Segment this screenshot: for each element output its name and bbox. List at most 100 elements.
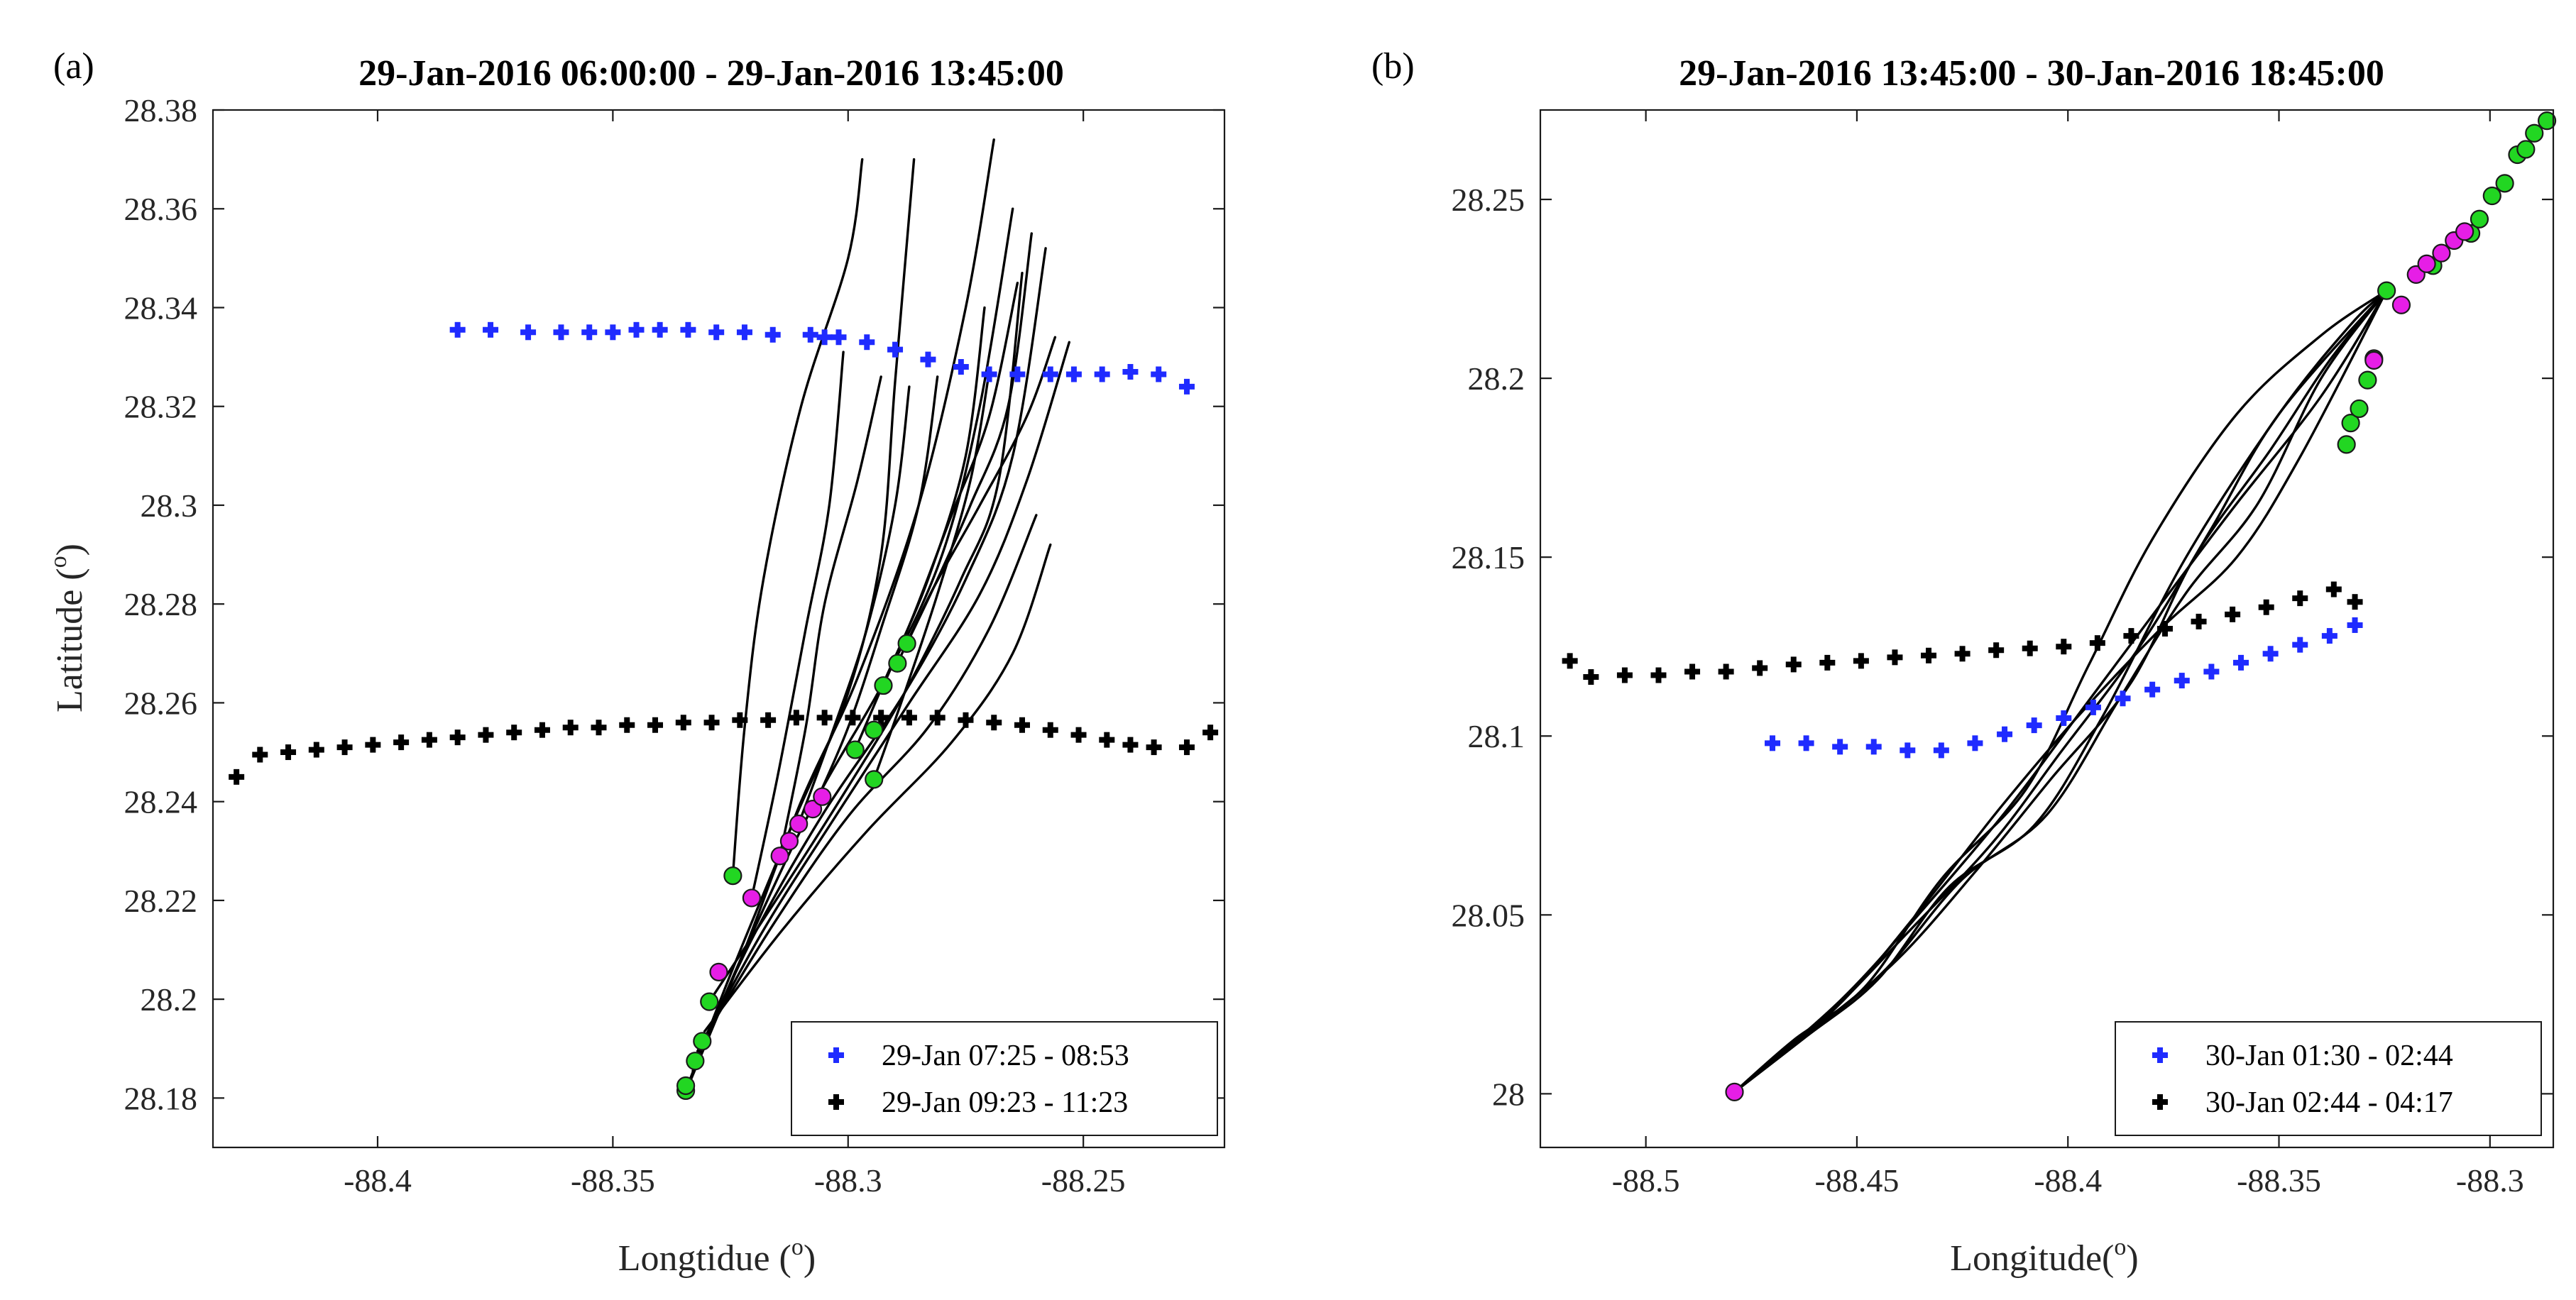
panel-a-trajectory <box>811 375 939 810</box>
panel-b-blue-plus-marker <box>2115 690 2131 707</box>
panel-b-ytick-label: 28.1 <box>1468 718 1525 754</box>
panel-a-black-plus-marker <box>252 747 268 763</box>
panel-b-trajectory <box>1733 289 2388 1094</box>
panel-a-blue-plus-marker <box>736 324 752 341</box>
panel-b-x-axis-label-close: ) <box>2126 1238 2138 1279</box>
panel-b-green-dot <box>2358 370 2377 390</box>
panel-b-blue-plus-marker <box>1865 739 1882 755</box>
panel-b-trajectory <box>1733 289 2388 1094</box>
panel-a-magenta-dot <box>779 832 799 851</box>
panel-a-blue-plus-marker <box>802 326 818 343</box>
panel-a-xtick-label: -88.3 <box>814 1162 882 1199</box>
panel-a-ytick-label: 28.38 <box>124 92 198 128</box>
panel-b-xtick-label: -88.5 <box>1612 1162 1680 1199</box>
panel-a-trajectory <box>896 336 1057 665</box>
panel-b-legend-entry-2: 30-Jan 02:44 - 04:17 <box>2205 1086 2453 1119</box>
panel-a-black-plus-marker <box>591 720 607 736</box>
panel-b-black-plus-marker <box>2258 599 2274 615</box>
panel-a-trajectory <box>797 385 911 825</box>
panel-a-blue-plus-marker <box>708 324 725 341</box>
panel-a-black-plus-marker <box>1202 725 1219 741</box>
panel-b-x-axis-label-degree: o <box>2114 1234 2126 1260</box>
panel-b-black-plus-marker <box>2123 628 2139 644</box>
panel-a-blue-plus-marker <box>1065 366 1082 382</box>
panel-a-title: 29-Jan-2016 06:00:00 - 29-Jan-2016 13:45… <box>358 53 1064 94</box>
panel-a-black-plus-marker <box>421 732 437 748</box>
panel-b-green-dot <box>2495 174 2514 193</box>
panel-b-blue-plus-marker <box>2203 663 2220 680</box>
panel-a-green-dot <box>723 866 742 886</box>
panel-b-green-dot <box>2337 435 2356 454</box>
panel-b-black-plus-marker <box>1887 649 1903 666</box>
panel-a-black-plus-marker <box>393 734 410 751</box>
panel-a-black-plus-marker <box>449 729 466 746</box>
panel-a-legend-marker-blue <box>828 1047 844 1063</box>
panel-a-blue-plus-marker <box>553 324 569 341</box>
panel-b-black-plus-marker <box>2056 639 2072 655</box>
panel-b: (b) 29-Jan-2016 13:45:00 - 30-Jan-2016 1… <box>1371 46 2557 1279</box>
panel-b-black-plus-marker <box>1752 660 1768 676</box>
panel-b-axes-frame <box>1539 109 2555 1149</box>
panel-b-magenta-dot <box>1725 1082 1744 1101</box>
panel-b-xtick-label: -88.45 <box>1815 1162 1900 1199</box>
panel-b-black-plus-marker <box>1853 653 1869 669</box>
panel-a-black-plus-marker <box>788 710 804 726</box>
panel-a-ytick-label: 28.34 <box>124 290 198 326</box>
panel-a-green-dot <box>865 720 884 739</box>
panel-b-green-dot <box>2516 140 2536 159</box>
panel-b-green-dot <box>2377 281 2396 300</box>
panel-b-markers <box>1562 111 2557 1101</box>
panel-a-black-plus-marker <box>619 717 635 733</box>
panel-a-x-axis-label: Longtidue (o) <box>618 1234 816 1279</box>
panel-b-blue-plus-marker <box>2174 673 2190 689</box>
panel-a-black-plus-marker <box>336 739 353 756</box>
panel-a-y-axis-label-text: Latitude ( <box>50 568 90 712</box>
panel-a-magenta-dot <box>803 800 823 819</box>
panel-b-blue-plus-marker <box>2144 681 2161 698</box>
panel-b-green-dot <box>2525 123 2544 143</box>
panel-b-blue-plus-marker <box>1832 739 1848 755</box>
panel-b-green-dot <box>2341 414 2360 433</box>
panel-b-green-dot <box>2470 209 2489 228</box>
panel-b-black-plus-marker <box>1583 669 1599 685</box>
panel-a-trajectory <box>696 341 1070 1052</box>
panel-b-trajectory <box>1733 289 2388 1094</box>
panel-b-label: (b) <box>1371 46 1415 87</box>
panel-b-trajectory <box>1733 289 2388 1094</box>
panel-b-black-plus-marker <box>2089 635 2105 651</box>
panel-a-blue-plus-marker <box>628 321 645 338</box>
panel-a-y-axis-label-degree: o <box>45 556 72 568</box>
panel-b-title: 29-Jan-2016 13:45:00 - 30-Jan-2016 18:45… <box>1679 53 2384 94</box>
panel-b-ticks: -88.5 -88.45 -88.4 -88.35 -88.3 28 28.05 28.1 28… <box>1452 110 2553 1199</box>
panel-b-green-dot <box>2537 111 2557 131</box>
panel-b-legend-marker-blue <box>2152 1047 2168 1063</box>
panel-a-black-plus-marker <box>506 725 522 741</box>
panel-a-black-plus-marker <box>1099 732 1115 748</box>
panel-b-black-plus-marker <box>1650 667 1667 683</box>
panel-b-xtick-label: -88.4 <box>2034 1162 2102 1199</box>
panel-b-black-plus-marker <box>1562 653 1578 669</box>
panel-a-black-plus-marker <box>647 717 664 733</box>
panel-a-ytick-label: 28.32 <box>124 389 198 425</box>
panel-a-ytick-label: 28.3 <box>141 488 198 524</box>
panel-a-black-plus-marker <box>732 712 748 728</box>
panel-a-black-plus-marker <box>675 715 691 731</box>
panel-b-ytick-label: 28.15 <box>1452 539 1525 575</box>
panel-a-blue-plus-marker <box>1009 366 1026 382</box>
panel-a-blue-plus-marker <box>605 324 621 341</box>
panel-a-black-plus-marker <box>1042 722 1058 738</box>
panel-a: (a) 29-Jan-2016 06:00:00 - 29-Jan-2016 1… <box>45 46 1226 1279</box>
panel-b-black-plus-marker <box>1616 667 1633 683</box>
panel-b-ytick-label: 28.25 <box>1452 182 1525 218</box>
panel-a-trajectory <box>684 158 916 1092</box>
panel-a-trajectory <box>708 272 1024 1003</box>
panel-b-black-plus-marker <box>1988 642 2005 659</box>
panel-a-green-dot <box>845 740 865 759</box>
panel-a-blue-plus-marker <box>520 324 537 341</box>
panel-a-black-plus-marker <box>901 710 917 726</box>
panel-a-green-dot <box>700 992 719 1011</box>
panel-b-blue-plus-marker <box>2292 637 2308 653</box>
panel-a-black-plus-marker <box>1122 737 1139 753</box>
panel-a-magenta-dot <box>789 814 809 834</box>
panel-b-xtick-label: -88.35 <box>2237 1162 2321 1199</box>
